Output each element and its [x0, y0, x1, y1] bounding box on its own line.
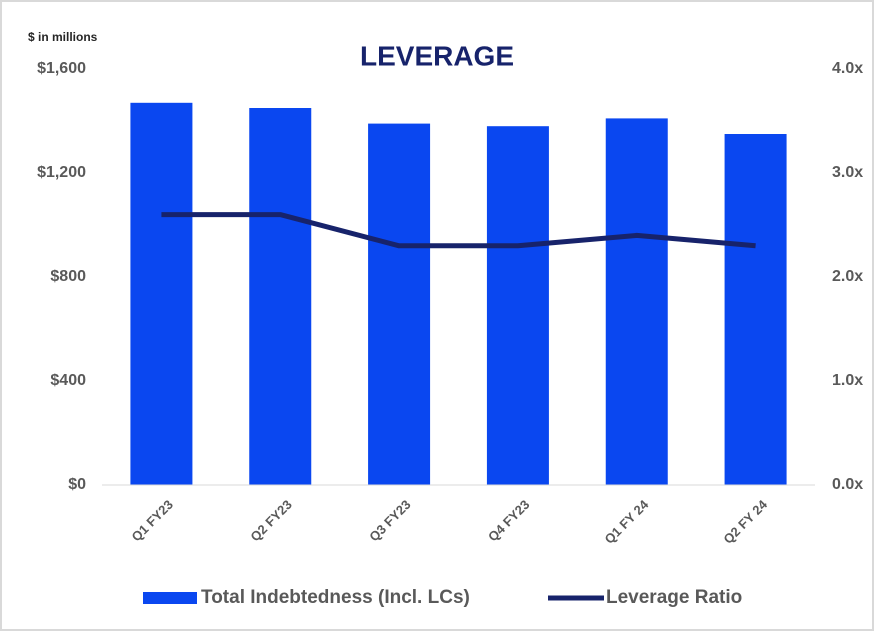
subtitle: $ in millions: [28, 30, 98, 44]
y-tick-label: $1,600: [37, 60, 86, 77]
bar: [605, 118, 668, 486]
line: [161, 212, 756, 249]
legend-label: Leverage Ratio: [606, 587, 742, 608]
bar: [724, 134, 787, 485]
y2-tick-label: 0.0x: [832, 476, 863, 493]
legend-label: Total Indebtedness (Incl. LCs): [201, 587, 470, 608]
y2-tick-label: 4.0x: [832, 60, 863, 77]
y-tick-label: $0: [68, 476, 86, 493]
y2-tick-label: 2.0x: [832, 268, 863, 285]
bar: [368, 123, 431, 485]
y-tick-label: $400: [50, 372, 86, 389]
bar: [486, 126, 549, 485]
bar: [249, 108, 312, 485]
legend-swatch: [143, 592, 197, 604]
chart-title: LEVERAGE: [360, 40, 514, 71]
y2-tick-label: 1.0x: [832, 372, 863, 389]
y-tick-label: $800: [50, 268, 86, 285]
bar: [130, 102, 193, 486]
y-tick-label: $1,200: [37, 164, 86, 181]
y2-tick-label: 3.0x: [832, 164, 863, 181]
